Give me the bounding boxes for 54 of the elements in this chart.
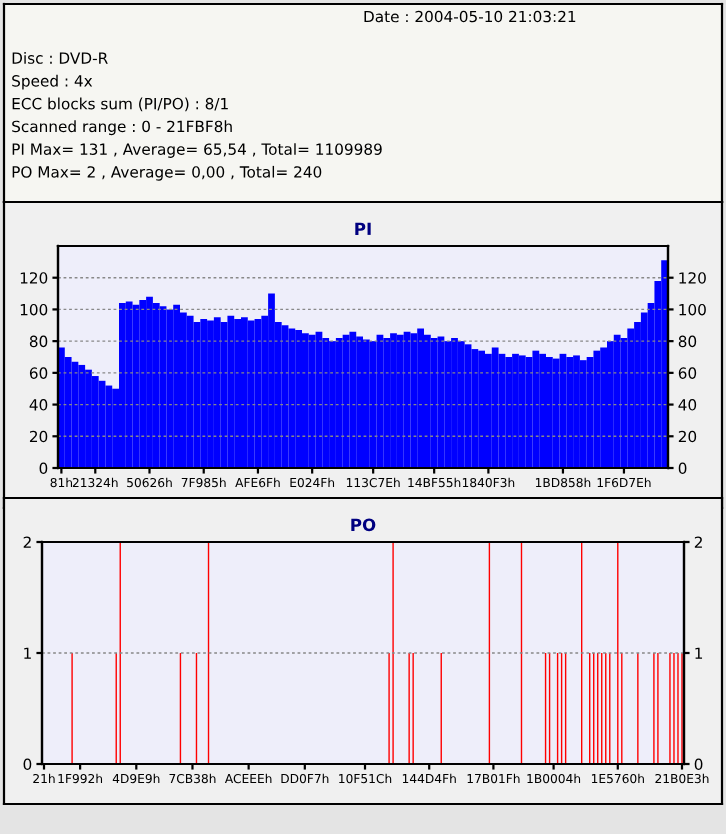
bar: [308, 334, 316, 468]
bar: [119, 303, 126, 468]
bar: [424, 334, 431, 468]
bar: [247, 320, 255, 468]
bar: [322, 337, 330, 468]
bar: [600, 347, 607, 468]
bar: [152, 303, 160, 468]
bar: [607, 341, 614, 468]
bar: [139, 299, 147, 468]
bar: [546, 357, 553, 468]
bar: [457, 341, 465, 468]
bar: [125, 301, 133, 468]
bar: [356, 336, 363, 468]
bar: [78, 364, 86, 468]
bar: [518, 355, 526, 468]
bar: [417, 328, 424, 468]
bar: [105, 385, 113, 468]
bar: [166, 309, 174, 468]
bar: [302, 333, 309, 468]
bar: [180, 312, 187, 468]
bar: [539, 353, 546, 468]
bar: [505, 357, 513, 468]
bar: [369, 341, 377, 468]
bar: [349, 331, 357, 468]
bar: [335, 337, 343, 468]
bar: [566, 357, 574, 468]
bar: [173, 304, 180, 468]
bar: [213, 317, 221, 468]
bar: [363, 339, 370, 468]
bar: [410, 333, 418, 468]
bar: [444, 341, 452, 468]
chart-title: PO: [351, 518, 376, 532]
bar: [593, 350, 601, 468]
bar: [91, 376, 99, 468]
bar: [396, 334, 404, 468]
bar: [430, 337, 438, 468]
bar: [491, 347, 499, 468]
bar: [227, 315, 235, 468]
bar: [295, 330, 302, 468]
chart-title: PI: [355, 222, 371, 235]
bar: [579, 360, 587, 468]
bar: [186, 315, 194, 468]
bar: [471, 349, 479, 468]
bar: [234, 318, 241, 468]
bar: [383, 337, 391, 468]
bar: [288, 328, 296, 468]
bar: [241, 317, 248, 468]
bar: [478, 350, 485, 468]
bar: [485, 353, 492, 468]
bar: [552, 358, 560, 468]
bar: [532, 350, 540, 468]
bar: [200, 318, 208, 468]
bar: [613, 334, 621, 468]
bar: [627, 328, 635, 468]
